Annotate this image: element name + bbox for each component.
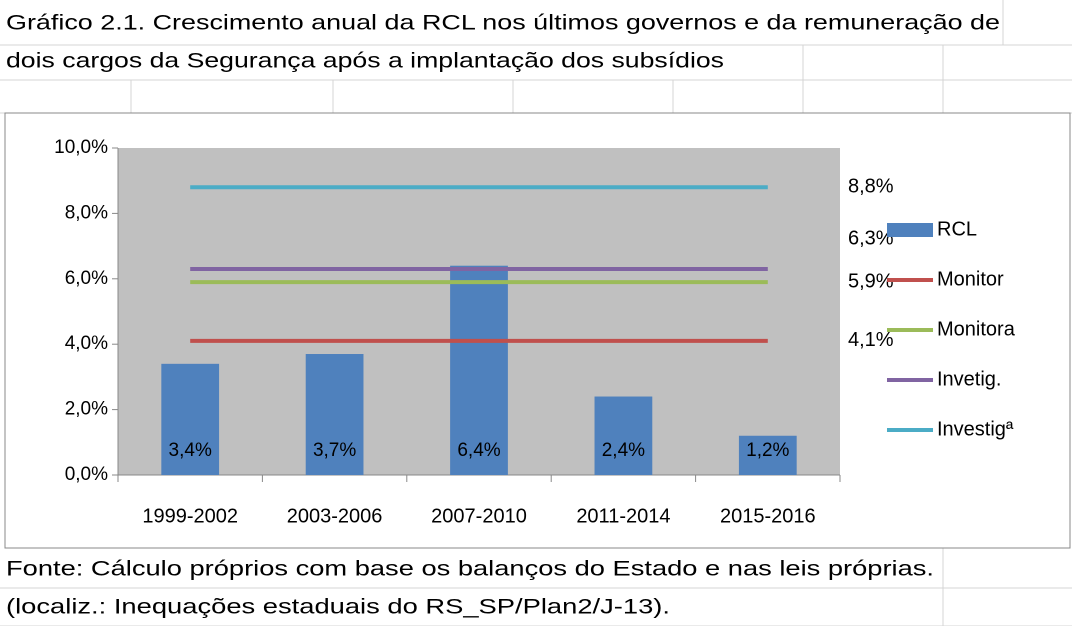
x-tick-label: 2011-2014 bbox=[576, 505, 670, 527]
header-line: dois cargos da Segurança após a implanta… bbox=[6, 50, 724, 73]
footer-line: (localiz.: Inequações estaduais do RS_SP… bbox=[6, 596, 670, 619]
data-label: 4,1% bbox=[848, 329, 894, 351]
bar bbox=[305, 354, 364, 475]
data-label: 6,3% bbox=[848, 227, 894, 249]
legend-label: Investigª bbox=[937, 418, 1014, 440]
data-label: 6,4% bbox=[457, 440, 500, 461]
x-tick-label: 2003-2006 bbox=[287, 505, 383, 527]
data-label: 2,4% bbox=[602, 440, 645, 461]
x-tick-label: 2015-2016 bbox=[720, 505, 816, 527]
legend-label: Invetig. bbox=[937, 368, 1001, 390]
data-label: 1,2% bbox=[746, 440, 789, 461]
data-label: 3,7% bbox=[313, 440, 356, 461]
y-tick-label: 4,0% bbox=[65, 333, 108, 354]
header-line: Gráfico 2.1. Crescimento anual da RCL no… bbox=[6, 12, 1000, 35]
y-tick-label: 0,0% bbox=[65, 464, 108, 485]
bar bbox=[161, 363, 220, 475]
data-label: 8,8% bbox=[848, 176, 894, 198]
legend-label: RCL bbox=[937, 218, 977, 240]
legend-label: Monitor bbox=[937, 268, 1004, 290]
x-tick-label: 1999-2002 bbox=[142, 505, 238, 527]
chart: 0,0% 2,0% 4,0% 6,0% 8,0% 10,0% 1999-2002 2003-2… bbox=[54, 137, 1016, 527]
bar bbox=[450, 265, 508, 475]
x-tick-label: 2007-2010 bbox=[431, 505, 527, 527]
data-label: 3,4% bbox=[169, 440, 212, 461]
legend-label: Monitora bbox=[937, 318, 1016, 340]
y-tick-label: 8,0% bbox=[65, 202, 108, 223]
legend-swatch bbox=[887, 223, 933, 237]
bar bbox=[738, 435, 797, 475]
footer-line: Fonte: Cálculo próprios com base os bala… bbox=[6, 558, 934, 581]
y-tick-label: 10,0% bbox=[54, 137, 108, 158]
y-tick-label: 6,0% bbox=[65, 268, 108, 289]
data-label: 5,9% bbox=[848, 270, 894, 292]
bar bbox=[594, 396, 653, 475]
y-tick-label: 2,0% bbox=[65, 399, 108, 420]
